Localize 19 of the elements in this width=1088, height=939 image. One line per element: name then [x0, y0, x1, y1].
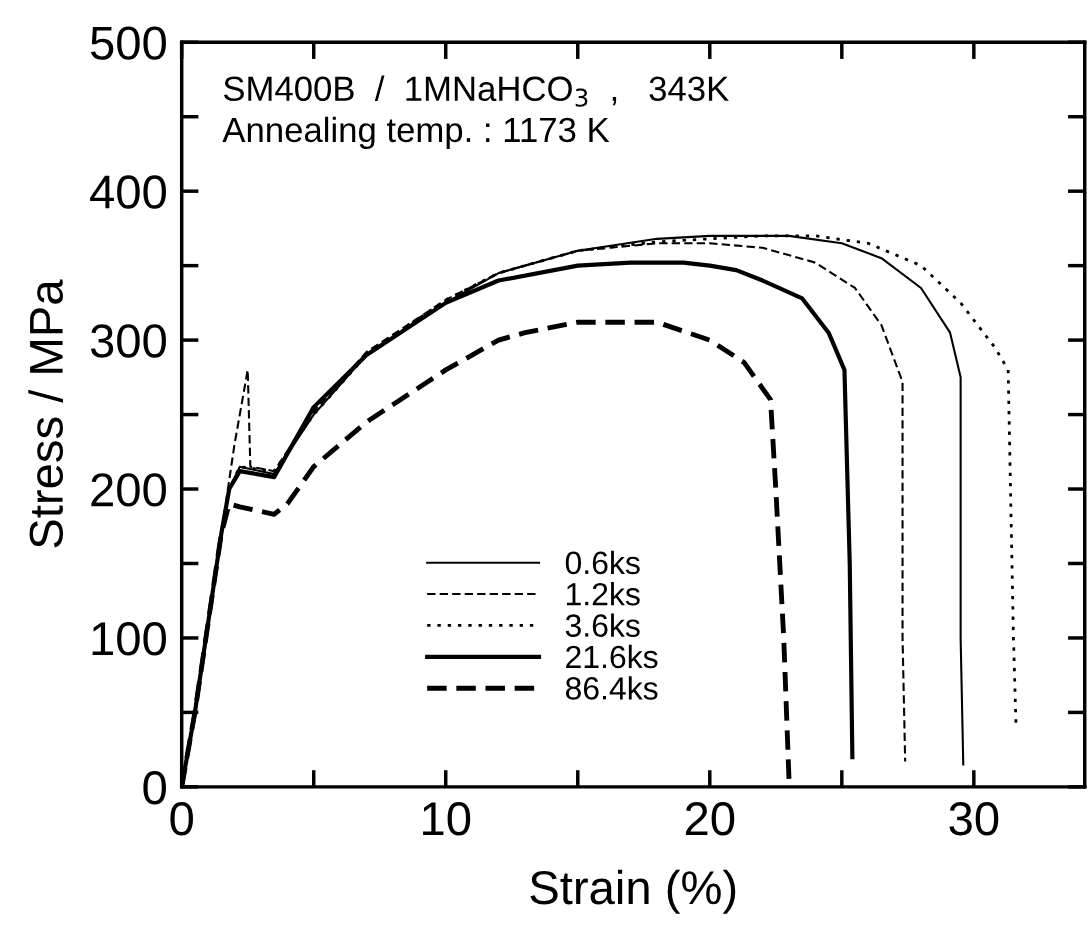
annotation: Annealing temp. : 1173 K	[222, 116, 610, 150]
y-tick-label: 500	[90, 26, 166, 60]
x-tick-label: 10	[423, 802, 471, 836]
legend-label: 86.4ks	[565, 676, 658, 700]
legend-label: 21.6ks	[566, 644, 658, 669]
legend-label: 1.2ks	[566, 582, 640, 606]
x-tick-label: 0	[170, 802, 193, 836]
y-tick-label: 200	[91, 473, 166, 507]
y-tick-label: 0	[143, 771, 166, 805]
y-tick-label: 100	[92, 622, 166, 656]
x-tick-label: 20	[685, 802, 735, 836]
legend-label: 3.6ks	[565, 613, 640, 637]
y-tick-label: 400	[90, 175, 166, 209]
legend-label: 0.6ks	[565, 550, 640, 575]
y-axis-title: Stress / MPa	[28, 279, 64, 548]
y-tick-label: 300	[90, 324, 166, 358]
x-axis-title: Strain (%)	[530, 869, 736, 914]
x-tick-label: 30	[949, 802, 999, 836]
annotation: SM400B / 1MNaHCO$_{3}$ , 343K	[223, 75, 729, 107]
